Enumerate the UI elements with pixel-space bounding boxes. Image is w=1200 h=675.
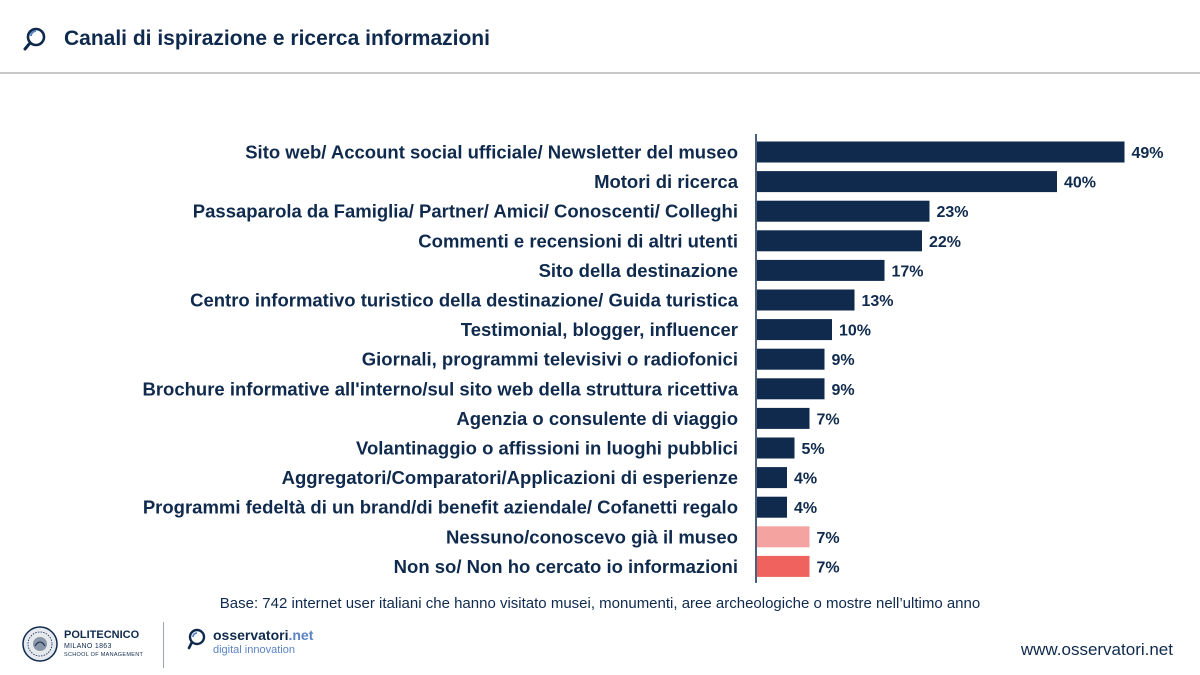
osservatori-tagline: digital innovation (213, 644, 295, 656)
category-label: Testimonial, blogger, influencer (461, 319, 738, 340)
category-label: Aggregatori/Comparatori/Applicazioni di … (282, 467, 738, 488)
footer: POLITECNICO MILANO 1863 SCHOOL OF MANAGE… (0, 618, 1200, 675)
bar (757, 378, 825, 400)
category-label: Agenzia o consulente di viaggio (456, 408, 738, 429)
category-label: Commenti e recensioni di altri utenti (418, 230, 738, 251)
bar (757, 348, 825, 370)
category-label: Giornali, programmi televisivi o radiofo… (362, 349, 738, 370)
value-label: 23% (937, 204, 969, 221)
page-title: Canali di ispirazione e ricerca informaz… (64, 27, 490, 50)
politecnico-school: SCHOOL OF MANAGEMENT (64, 652, 144, 658)
category-label: Brochure informative all'interno/sul sit… (142, 378, 738, 399)
bar (757, 555, 810, 577)
category-label: Motori di ricerca (594, 171, 739, 192)
category-label: Sito della destinazione (539, 260, 738, 281)
category-label: Programmi fedeltà di un brand/di benefit… (143, 497, 738, 518)
bar (757, 496, 787, 518)
politecnico-city: MILANO 1863 (64, 643, 112, 650)
value-label: 4% (794, 471, 817, 488)
category-label: Sito web/ Account social ufficiale/ News… (245, 142, 738, 163)
bar (757, 200, 930, 222)
header: Canali di ispirazione e ricerca informaz… (0, 0, 1200, 74)
search-magnifier-icon (23, 27, 46, 51)
value-label: 40% (1064, 175, 1096, 192)
value-label: 49% (1132, 145, 1164, 162)
bar (757, 437, 795, 459)
bar (757, 141, 1125, 163)
value-label: 17% (892, 263, 924, 280)
value-label: 7% (817, 530, 840, 547)
bar (757, 230, 922, 252)
bar (757, 259, 885, 281)
category-label: Nessuno/conoscevo già il museo (446, 526, 738, 547)
osservatori-logo-icon (187, 628, 206, 650)
osservatori-name: osservatori.net (213, 627, 313, 643)
politecnico-name: POLITECNICO (64, 629, 140, 641)
bar (757, 526, 810, 548)
bar (757, 289, 855, 311)
value-label: 9% (832, 382, 855, 399)
bar-chart: Sito web/ Account social ufficiale/ News… (142, 134, 1164, 583)
value-label: 5% (802, 441, 825, 458)
base-note: Base: 742 internet user italiani che han… (219, 595, 981, 612)
logo-divider (163, 622, 164, 668)
bar (757, 467, 787, 489)
category-label: Volantinaggio o affissioni in luoghi pub… (356, 438, 738, 459)
category-label: Passaparola da Famiglia/ Partner/ Amici/… (193, 201, 738, 222)
value-label: 13% (862, 293, 894, 310)
category-label: Non so/ Non ho cercato io informazioni (394, 556, 738, 577)
bar (757, 407, 810, 429)
value-label: 4% (794, 500, 817, 517)
value-label: 22% (929, 234, 961, 251)
bar (757, 319, 832, 341)
osservatori-name-suffix: .net (288, 627, 314, 643)
politecnico-seal-logo (22, 626, 58, 662)
value-label: 10% (839, 323, 871, 340)
osservatori-name-main: osservatori (213, 627, 289, 643)
value-label: 7% (817, 411, 840, 428)
value-label: 7% (817, 559, 840, 576)
bar (757, 171, 1057, 193)
website-url[interactable]: www.osservatori.net (1020, 640, 1173, 659)
category-label: Centro informativo turistico della desti… (190, 290, 739, 311)
value-label: 9% (832, 352, 855, 369)
